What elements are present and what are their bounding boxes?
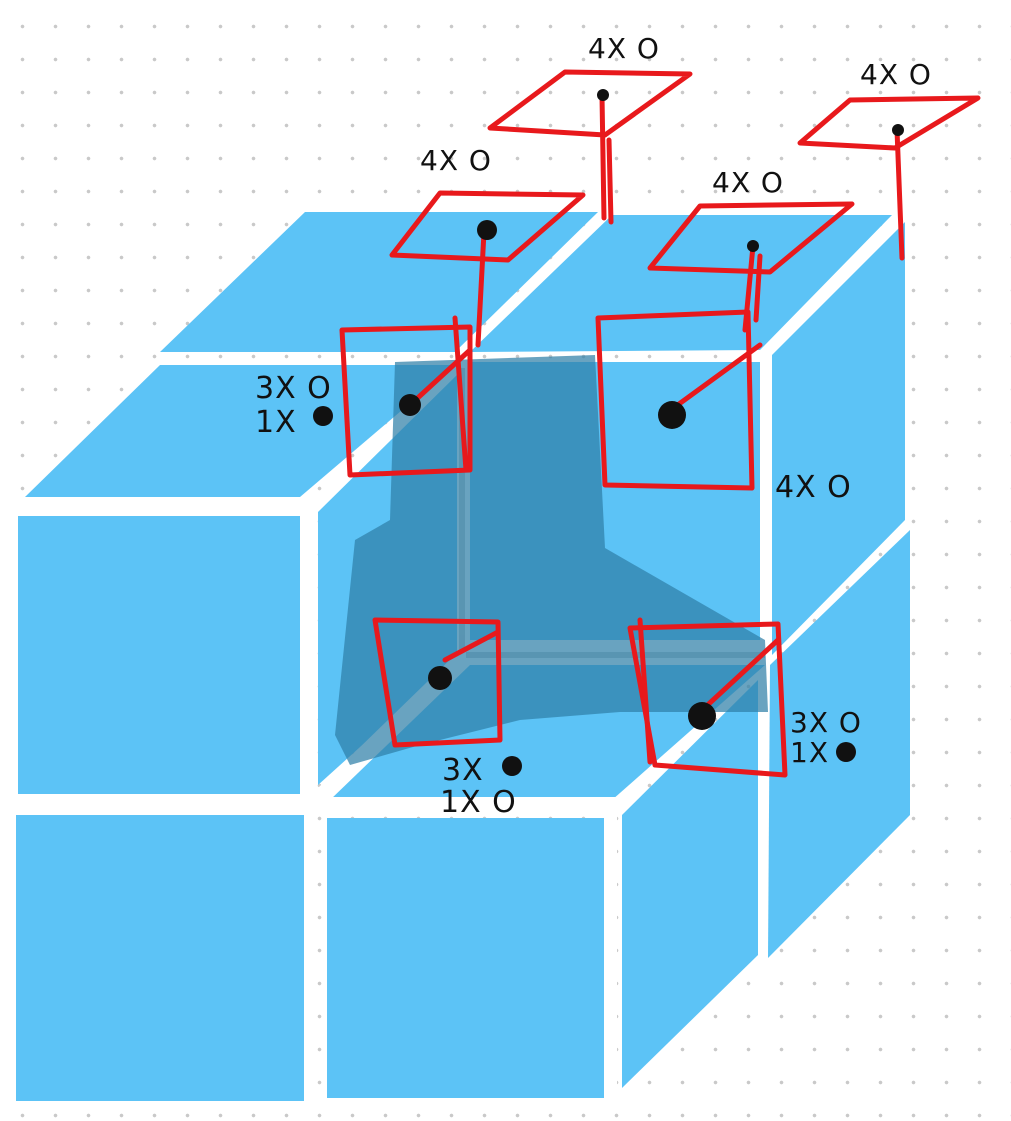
cavity-shadow bbox=[335, 355, 768, 765]
cube-top-back-left bbox=[160, 212, 598, 352]
label-top-mid-right: 4X O bbox=[712, 166, 784, 199]
label-top-left: 4X O bbox=[420, 144, 492, 177]
label-left-upper-2: 1X bbox=[255, 405, 297, 440]
label-top-right: 4X O bbox=[860, 58, 932, 91]
dot-top-right bbox=[892, 124, 904, 136]
label-right-upper: 4X O bbox=[775, 470, 852, 505]
label-right-lower-1: 3X O bbox=[790, 706, 862, 739]
dot-lower-right bbox=[688, 702, 716, 730]
square-lower-left bbox=[372, 617, 503, 748]
dot-lower-left bbox=[428, 666, 452, 690]
square-upper-left bbox=[339, 324, 473, 478]
legend-dot-left bbox=[313, 406, 333, 426]
dots bbox=[313, 89, 904, 776]
cube-right-upper bbox=[772, 222, 905, 655]
dot-upper-left bbox=[399, 394, 421, 416]
label-left-upper-1: 3X O bbox=[255, 371, 332, 406]
labels: 4X O 4X O 4X O 4X O 4X O 3X O 1X 3X 1X O… bbox=[255, 32, 932, 820]
cube-right-bottom-front bbox=[622, 680, 758, 1088]
plane-top-middle bbox=[487, 69, 693, 138]
label-bottom-middle-2: 1X O bbox=[440, 785, 517, 820]
red-sketch bbox=[339, 69, 981, 778]
label-top-middle: 4X O bbox=[588, 32, 660, 65]
plane-top-mid-right bbox=[647, 201, 855, 275]
legend-dot-bottom bbox=[502, 756, 522, 776]
cube-right-lower bbox=[768, 530, 910, 958]
cube-front-bottom-middle bbox=[327, 818, 604, 1098]
dot-upper-right bbox=[658, 401, 686, 429]
label-bottom-middle-1: 3X bbox=[442, 753, 484, 788]
label-right-lower-2: 1X bbox=[790, 736, 829, 769]
legend-dot-right bbox=[836, 742, 856, 762]
cube-front-top-left bbox=[18, 516, 300, 794]
dot-top-mid-right bbox=[747, 240, 759, 252]
plane-top-left bbox=[389, 190, 586, 263]
dot-top-middle bbox=[597, 89, 609, 101]
dot-top-left bbox=[477, 220, 497, 240]
plane-top-right bbox=[797, 95, 981, 151]
cube-top-back-right bbox=[470, 215, 892, 352]
square-upper-right bbox=[595, 309, 755, 491]
cube-front-bottom-left bbox=[16, 815, 304, 1101]
